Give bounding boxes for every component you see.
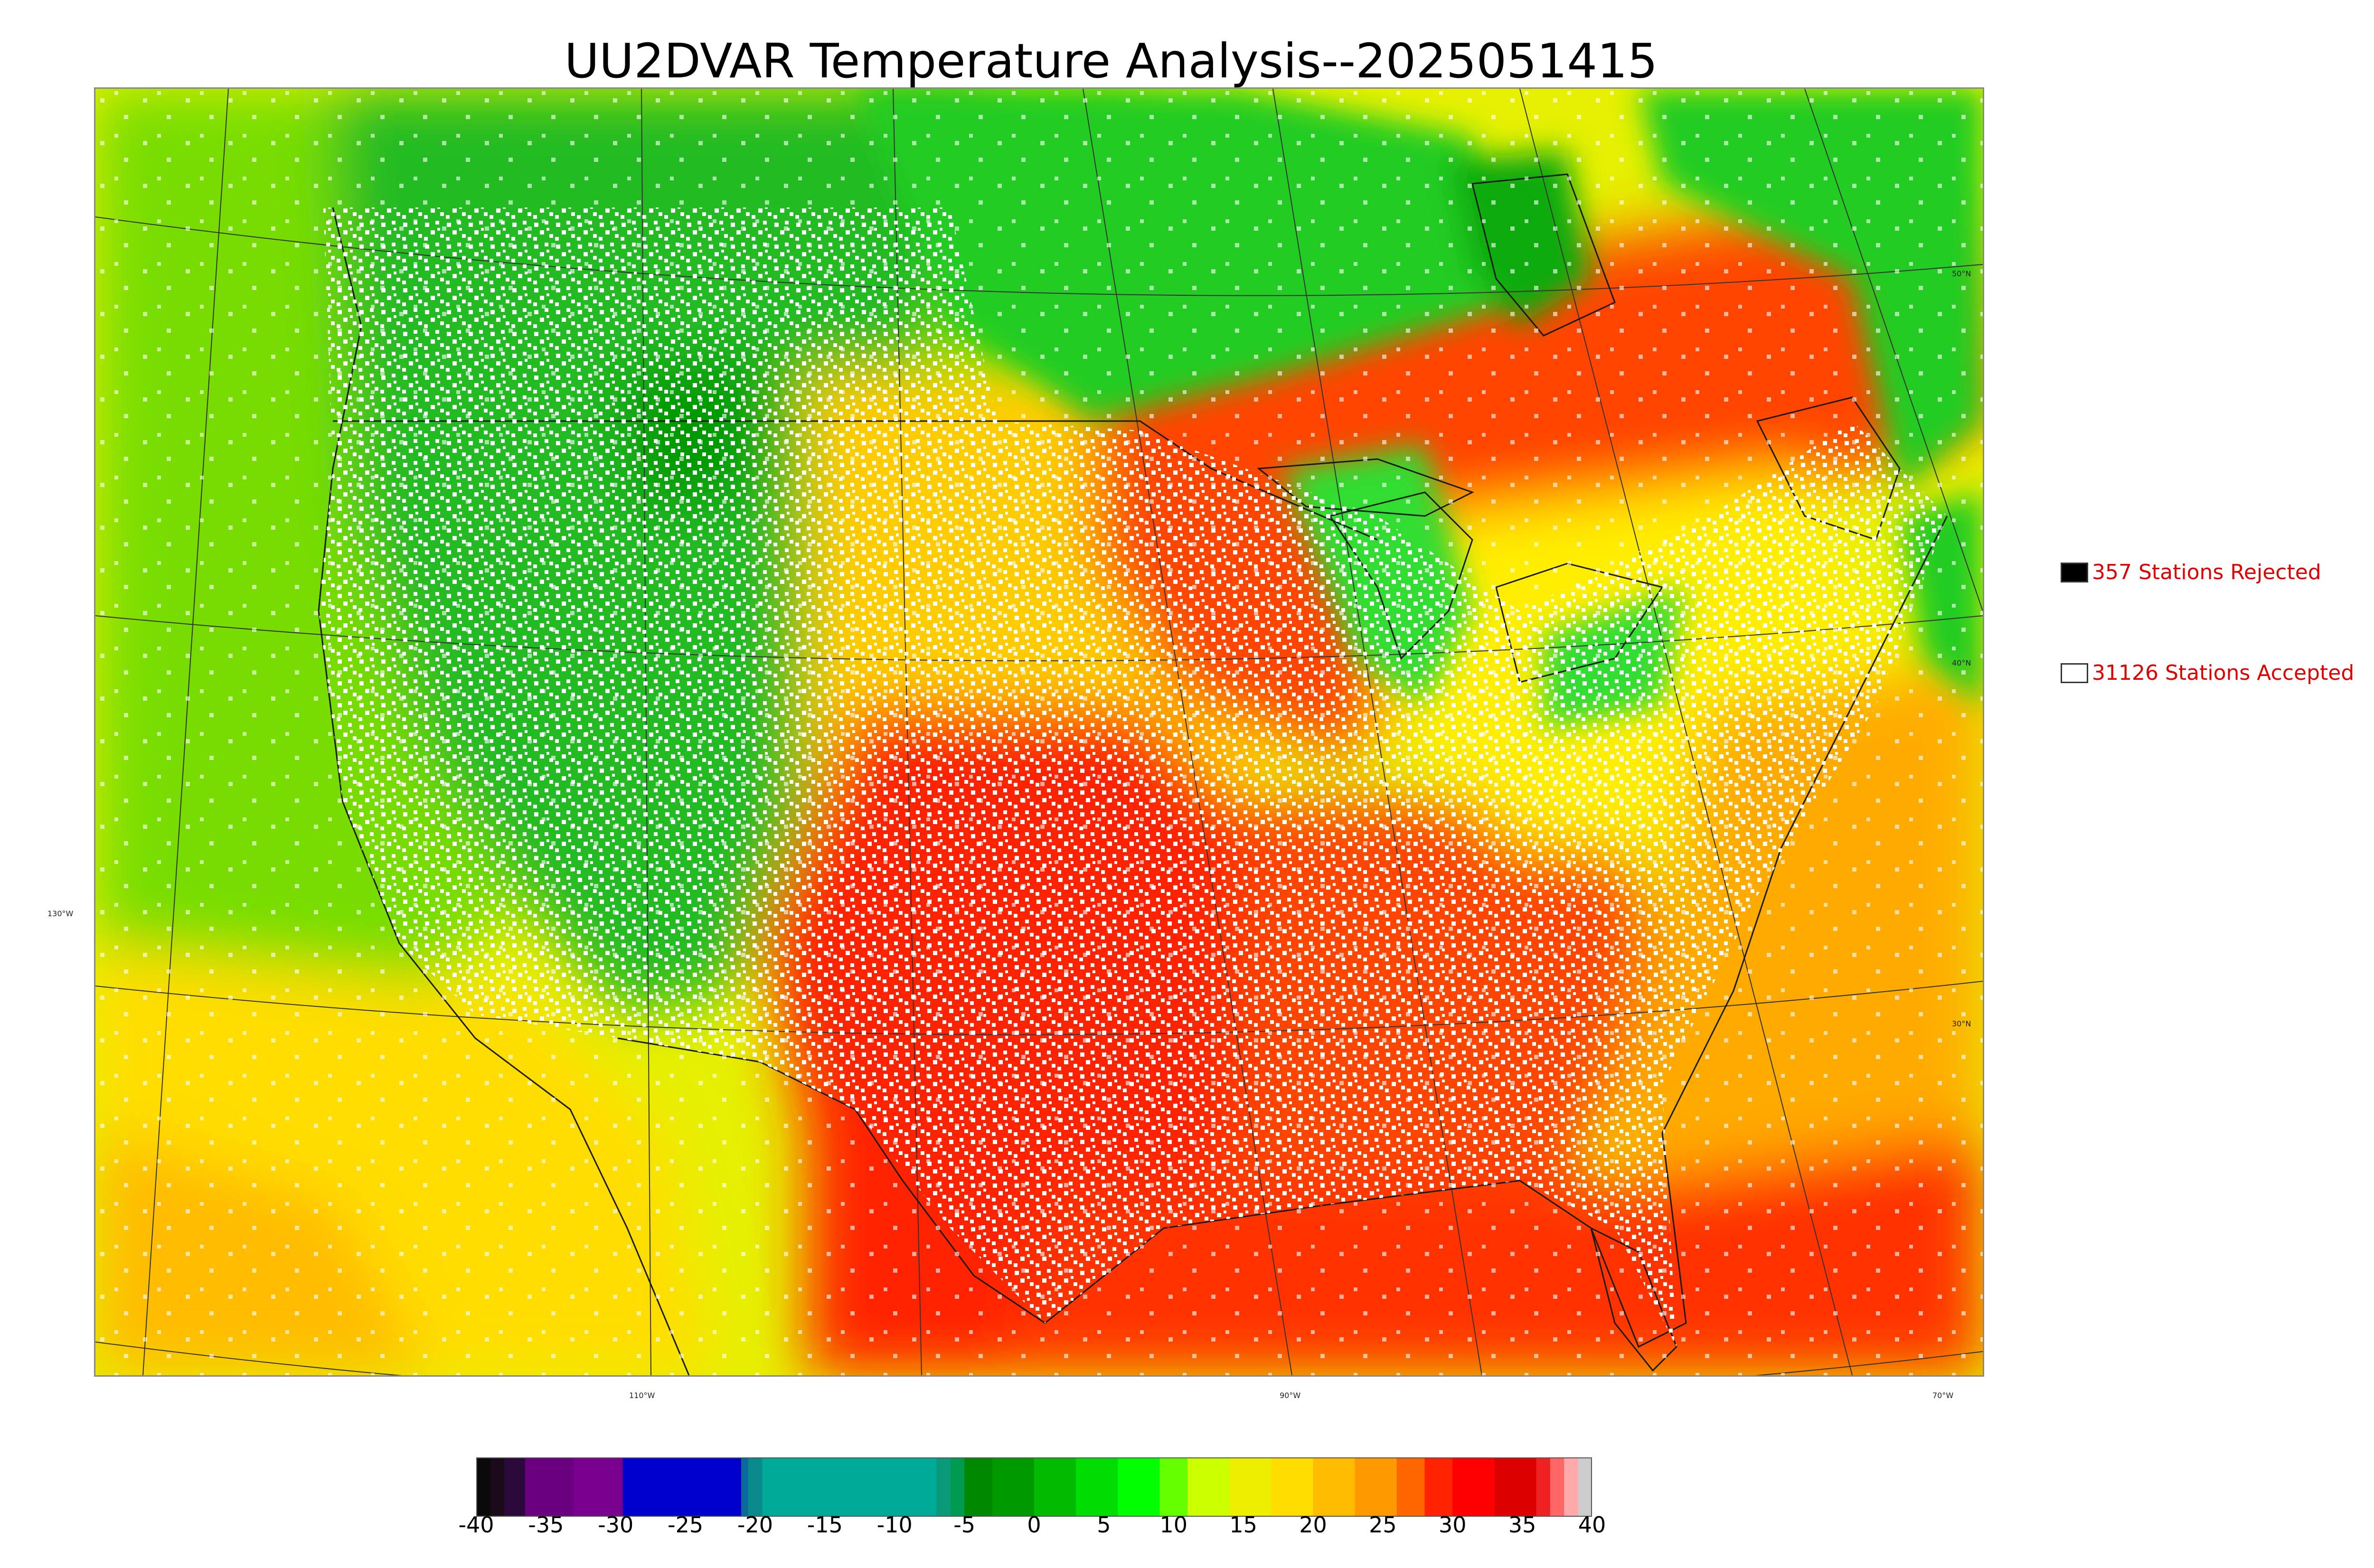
colorbar-segment <box>1452 1457 1495 1517</box>
colorbar-segment <box>1564 1457 1579 1517</box>
colorbar-tick-label: -10 <box>876 1512 913 1538</box>
colorbar-segment <box>490 1457 505 1517</box>
colorbar-tick-label: 25 <box>1369 1512 1397 1538</box>
latitude-label-30n: 30°N <box>1952 1019 1971 1028</box>
colorbar-segment <box>685 1457 742 1517</box>
colorbar <box>476 1457 1592 1517</box>
colorbar-segment <box>992 1457 1035 1517</box>
colorbar-segment <box>525 1457 575 1517</box>
colorbar-segment <box>936 1457 951 1517</box>
colorbar-tick-label: 10 <box>1159 1512 1188 1538</box>
colorbar-segment <box>622 1457 686 1517</box>
legend-accepted: 31126 Stations Accepted <box>2061 661 2354 685</box>
offshore-stations <box>95 89 1983 1375</box>
colorbar-segment <box>1424 1457 1453 1517</box>
colorbar-tick-label: -35 <box>528 1512 564 1538</box>
colorbar-segment <box>1118 1457 1160 1517</box>
colorbar-segment <box>1494 1457 1536 1517</box>
colorbar-segment <box>1396 1457 1425 1517</box>
legend-accepted-label: 31126 Stations Accepted <box>2092 661 2355 685</box>
colorbar-tick-label: 35 <box>1508 1512 1536 1538</box>
colorbar-segment <box>1076 1457 1118 1517</box>
temperature-field <box>95 89 1983 1375</box>
colorbar-segment <box>964 1457 993 1517</box>
longitude-label-110w: 110°W <box>629 1391 655 1400</box>
colorbar-segment <box>1034 1457 1076 1517</box>
latitude-label-40n: 40°N <box>1952 658 1971 667</box>
colorbar-tick-label: 5 <box>1097 1512 1111 1538</box>
colorbar-tick-label: 30 <box>1438 1512 1467 1538</box>
colorbar-tick-label: 20 <box>1299 1512 1327 1538</box>
colorbar-gradient <box>476 1457 1592 1517</box>
colorbar-tick-label: -30 <box>598 1512 634 1538</box>
legend-rejected-label: 357 Stations Rejected <box>2092 560 2321 584</box>
colorbar-segment <box>1159 1457 1188 1517</box>
colorbar-border <box>476 1457 1592 1517</box>
colorbar-tick-label: 15 <box>1229 1512 1257 1538</box>
colorbar-segment <box>1229 1457 1272 1517</box>
colorbar-segment <box>476 1457 490 1517</box>
legend-rejected: 357 Stations Rejected <box>2061 560 2321 584</box>
colorbar-segment <box>1355 1457 1397 1517</box>
map-title: UU2DVAR Temperature Analysis--2025051415 <box>564 33 1658 89</box>
longitude-label-70w: 70°W <box>1932 1391 1954 1400</box>
longitude-label-90w: 90°W <box>1280 1391 1301 1400</box>
legend-rejected-swatch <box>2061 562 2088 582</box>
colorbar-segment <box>1187 1457 1230 1517</box>
colorbar-segment <box>1536 1457 1551 1517</box>
colorbar-segment <box>748 1457 763 1517</box>
colorbar-tick-label: -25 <box>668 1512 704 1538</box>
colorbar-segment <box>574 1457 623 1517</box>
colorbar-segment <box>1271 1457 1313 1517</box>
colorbar-segment <box>1578 1457 1592 1517</box>
colorbar-tick-label: -5 <box>953 1512 976 1538</box>
latitude-label-50n: 50°N <box>1952 269 1971 278</box>
legend-accepted-swatch <box>2061 663 2088 683</box>
temperature-map: 50°N 40°N 30°N <box>94 87 1984 1377</box>
colorbar-segment <box>504 1457 526 1517</box>
station-observations <box>95 89 1983 1375</box>
longitude-label-130w: 130°W <box>47 909 74 918</box>
colorbar-segment <box>1550 1457 1564 1517</box>
colorbar-tick-label: -40 <box>458 1512 494 1538</box>
colorbar-tick-label: -20 <box>737 1512 773 1538</box>
colorbar-tick-label: 0 <box>1027 1512 1041 1538</box>
colorbar-segment <box>741 1457 749 1517</box>
colorbar-segment <box>762 1457 937 1517</box>
colorbar-segment <box>950 1457 965 1517</box>
colorbar-tick-label: 40 <box>1578 1512 1606 1538</box>
colorbar-segment <box>1313 1457 1356 1517</box>
colorbar-tick-label: -15 <box>807 1512 843 1538</box>
